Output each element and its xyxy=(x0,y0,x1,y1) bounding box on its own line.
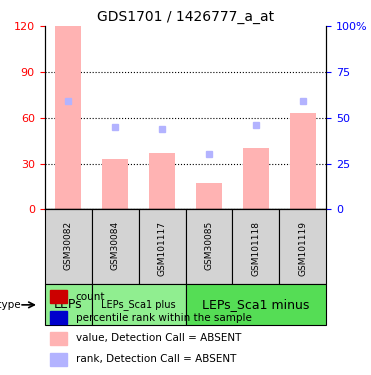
Text: LEPs_Sca1 minus: LEPs_Sca1 minus xyxy=(202,298,310,311)
FancyBboxPatch shape xyxy=(186,284,326,326)
Bar xyxy=(290,113,316,209)
FancyBboxPatch shape xyxy=(92,209,138,284)
FancyBboxPatch shape xyxy=(279,209,326,284)
Text: value, Detection Call = ABSENT: value, Detection Call = ABSENT xyxy=(76,333,241,344)
FancyBboxPatch shape xyxy=(45,209,92,284)
Title: GDS1701 / 1426777_a_at: GDS1701 / 1426777_a_at xyxy=(97,10,274,24)
Text: LEPs: LEPs xyxy=(54,298,82,311)
Text: percentile rank within the sample: percentile rank within the sample xyxy=(76,312,252,322)
Bar xyxy=(196,183,222,209)
Bar xyxy=(55,26,81,209)
FancyBboxPatch shape xyxy=(92,284,186,326)
Bar xyxy=(50,352,67,366)
FancyBboxPatch shape xyxy=(138,209,186,284)
Bar xyxy=(50,290,67,303)
Text: count: count xyxy=(76,292,105,302)
Bar xyxy=(50,332,67,345)
FancyBboxPatch shape xyxy=(233,209,279,284)
Text: GSM30082: GSM30082 xyxy=(63,220,72,270)
Text: LEPs_Sca1 plus: LEPs_Sca1 plus xyxy=(101,299,176,310)
Bar xyxy=(149,153,175,209)
Text: GSM101118: GSM101118 xyxy=(252,220,260,276)
FancyBboxPatch shape xyxy=(45,284,92,326)
FancyBboxPatch shape xyxy=(186,209,233,284)
Text: rank, Detection Call = ABSENT: rank, Detection Call = ABSENT xyxy=(76,354,236,364)
Text: cell type: cell type xyxy=(0,300,21,310)
Bar xyxy=(50,311,67,324)
Text: GSM30084: GSM30084 xyxy=(111,220,119,270)
Text: GSM101117: GSM101117 xyxy=(158,220,167,276)
Bar xyxy=(102,159,128,209)
Bar xyxy=(243,148,269,209)
Text: GSM30085: GSM30085 xyxy=(204,220,213,270)
Text: GSM101119: GSM101119 xyxy=(299,220,308,276)
